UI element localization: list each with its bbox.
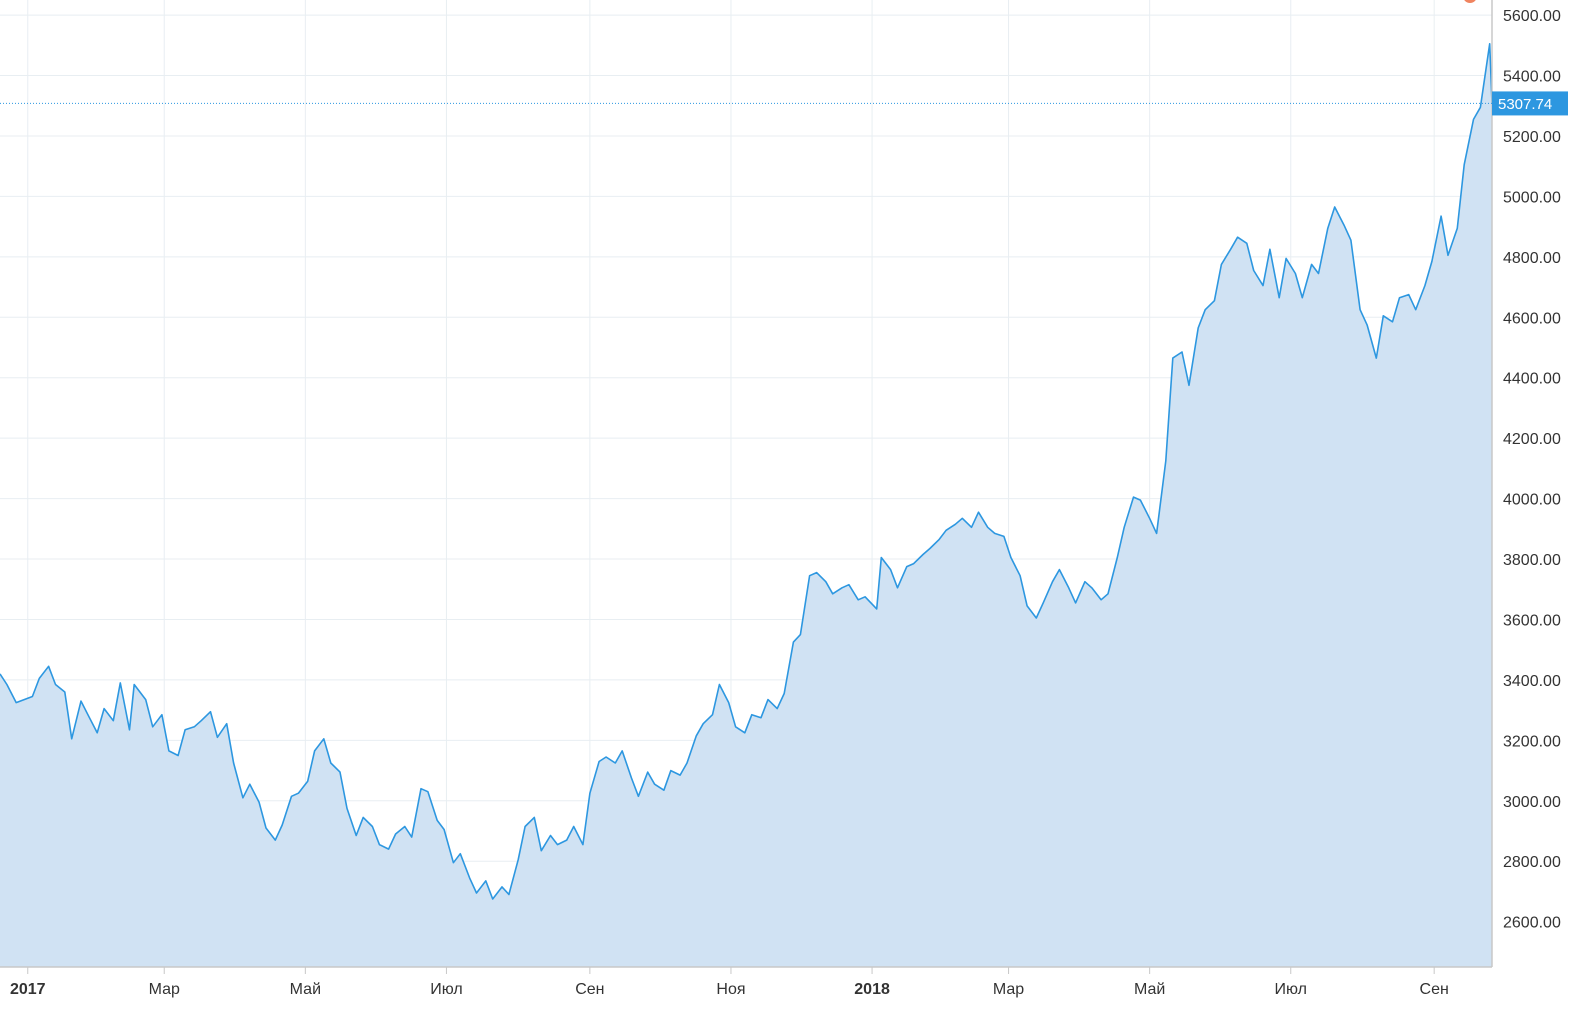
x-tick-label: 2017 [10, 981, 46, 998]
y-tick-label: 2600.00 [1503, 915, 1561, 932]
x-tick-label: Сен [575, 981, 604, 998]
y-tick-label: 3400.00 [1503, 673, 1561, 690]
x-tick-label: Май [1134, 981, 1165, 998]
x-tick-label: Май [290, 981, 321, 998]
y-tick-label: 4000.00 [1503, 492, 1561, 509]
last-price-badge [1492, 91, 1568, 116]
y-tick-label: 3800.00 [1503, 552, 1561, 569]
series-area-fill [0, 43, 1492, 968]
corner-marker-icon [1464, 0, 1476, 3]
x-axis: 2017 Мар Май Июл Сен Ноя 2018 Мар Май Июл Сен [0, 966, 1492, 998]
x-tick-label: 2018 [854, 981, 890, 998]
y-tick-label: 2800.00 [1503, 854, 1561, 871]
y-tick-label: 5200.00 [1503, 129, 1561, 146]
last-price-indicator: 5307.74 [0, 91, 1568, 116]
y-tick-label: 5000.00 [1503, 189, 1561, 206]
y-tick-label: 5400.00 [1503, 69, 1561, 86]
x-tick-label: Мар [993, 981, 1024, 998]
y-tick-label: 4400.00 [1503, 371, 1561, 388]
y-tick-label: 5600.00 [1503, 8, 1561, 25]
x-tick-label: Ноя [716, 981, 745, 998]
y-tick-label: 4200.00 [1503, 431, 1561, 448]
y-tick-label: 3200.00 [1503, 733, 1561, 750]
y-tick-label: 4600.00 [1503, 310, 1561, 327]
y-tick-label: 4800.00 [1503, 250, 1561, 267]
x-tick-label: Мар [149, 981, 180, 998]
series-line [0, 43, 1493, 900]
y-tick-label: 3600.00 [1503, 612, 1561, 629]
y-tick-label: 3000.00 [1503, 794, 1561, 811]
y-axis: 2600.00 2800.00 3000.00 3200.00 3400.00 3600.… [1491, 0, 1561, 967]
x-tick-label: Июл [430, 981, 462, 998]
last-price-label: 5307.74 [1498, 96, 1552, 113]
x-tick-label: Сен [1420, 981, 1449, 998]
x-tick-label: Июл [1275, 981, 1307, 998]
